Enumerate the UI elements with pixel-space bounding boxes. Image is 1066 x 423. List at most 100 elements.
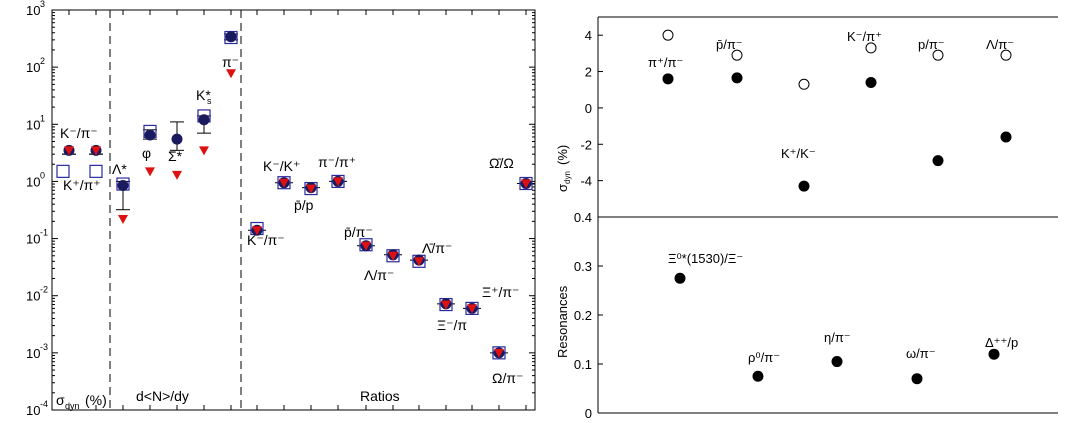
lower-y-tick-label: 0.2 [574, 308, 592, 323]
data-point [117, 179, 129, 191]
lower-point-label: ρ⁰/π⁻ [748, 350, 780, 365]
open-point [731, 49, 743, 61]
point-label: Λ/π⁻ [364, 267, 394, 283]
y-tick-exponent: -3 [40, 342, 48, 352]
upper-y-tick-label: -4 [580, 174, 592, 189]
point-label-subscript: s [207, 96, 212, 106]
point-label: K⁻/K⁺ [263, 158, 300, 174]
data-point [171, 133, 183, 145]
upper-y-axis-title-unit: (%) [555, 145, 570, 165]
point-label: φ [142, 145, 151, 161]
data-point [225, 31, 237, 43]
model-square [89, 164, 103, 178]
resonance-point [988, 348, 1000, 360]
point-label: Σ* [168, 148, 183, 164]
point-label: Λ* [112, 161, 127, 177]
upper-y-axis-title: σ [555, 184, 570, 192]
lower-y-tick-label: 0.3 [574, 259, 592, 274]
upper-y-tick-label: 2 [585, 65, 592, 80]
model-square [492, 346, 506, 360]
model-triangle [333, 177, 343, 187]
resonance-point [831, 356, 843, 368]
model-square [277, 176, 291, 190]
lower-point-label: Ξ⁰*(1530)/Ξ⁻ [668, 251, 743, 266]
resonance-point [674, 272, 686, 284]
model-triangle [521, 179, 531, 189]
lower-y-tick-label: 0 [585, 406, 592, 421]
model-triangle [252, 226, 262, 236]
upper-y-tick-label: -2 [580, 137, 592, 152]
lower-y-tick-label: 0.4 [574, 210, 592, 225]
point-label: Λ̄/π⁻ [422, 240, 452, 256]
lower-point-label: ω/π⁻ [906, 346, 936, 361]
upper-y-tick-label: 0 [585, 101, 592, 116]
y-tick-exponent: 3 [40, 0, 45, 9]
open-point [798, 78, 810, 90]
model-triangle [441, 300, 451, 310]
y-tick-label: 10 [26, 117, 40, 132]
y-tick-label: 10 [26, 3, 40, 18]
point-label: Ξ⁺/π⁻ [482, 284, 519, 300]
upper-point-label: K⁻/π⁺ [847, 29, 882, 44]
y-tick-label: 10 [26, 289, 40, 304]
point-label: Ω̄/Ω [489, 155, 514, 171]
model-triangle [118, 215, 128, 225]
open-point [932, 49, 944, 61]
point-label: p̄/π⁻ [344, 224, 373, 240]
data-point [144, 129, 156, 141]
model-triangle [467, 304, 477, 314]
upper-point-label: Λ/π⁻ [986, 37, 1014, 52]
y-tick-label: 10 [26, 60, 40, 75]
upper-y-tick-label: 4 [585, 28, 592, 43]
point-label: p̄/p [294, 197, 314, 213]
lower-y-tick-label: 0.1 [574, 357, 592, 372]
point-label: K⁻/π⁻ [247, 232, 285, 248]
y-tick-exponent: -2 [40, 285, 48, 295]
upper-point-label: π⁺/π⁻ [648, 55, 683, 70]
filled-point [662, 73, 674, 85]
model-triangle [64, 146, 74, 156]
data-point [198, 114, 210, 126]
model-triangle [494, 348, 504, 358]
model-square [331, 174, 345, 189]
filled-point [865, 76, 877, 88]
section-label-sigma-unit: (%) [85, 392, 107, 408]
lower-point-label: Δ⁺⁺/p [985, 335, 1018, 350]
y-tick-label: 10 [26, 232, 40, 247]
filled-point [731, 72, 743, 84]
filled-point [1000, 131, 1012, 143]
model-triangle [306, 184, 316, 194]
upper-y-axis-title-sub: dyn [563, 171, 572, 184]
model-triangle [226, 69, 236, 79]
model-triangle [172, 170, 182, 180]
point-label: K⁻/π⁻ [60, 125, 98, 141]
model-triangle [361, 241, 371, 251]
left-plot-frame [51, 9, 536, 411]
y-tick-exponent: 1 [40, 113, 45, 123]
lower-y-axis-title: Resonances [555, 285, 570, 358]
point-label: π⁻/π⁺ [318, 154, 356, 170]
upper-point-label: p̄/π⁻ [716, 37, 743, 52]
open-point [865, 42, 877, 54]
y-tick-label: 10 [26, 346, 40, 361]
point-label: Ξ⁻/π [437, 317, 467, 333]
upper-point-label: p/π⁻ [918, 37, 945, 52]
y-tick-exponent: 2 [40, 56, 45, 66]
model-triangle [388, 251, 398, 261]
section-label-dndy: d<N>/dy [136, 388, 189, 404]
y-tick-label: 10 [26, 174, 40, 189]
model-triangle [145, 167, 155, 177]
model-square [56, 164, 70, 178]
model-triangle [414, 257, 424, 267]
upper-point-label: K⁺/K⁻ [781, 146, 816, 161]
model-square [465, 301, 479, 315]
lower-point-label: η/π⁻ [824, 330, 851, 345]
filled-point [932, 155, 944, 167]
model-triangle [91, 146, 101, 156]
filled-point [798, 180, 810, 192]
section-label-sigma-sub: dyn [65, 401, 80, 411]
y-tick-exponent: 0 [40, 170, 45, 180]
open-point [1000, 49, 1012, 61]
section-label-ratios: Ratios [360, 388, 400, 404]
